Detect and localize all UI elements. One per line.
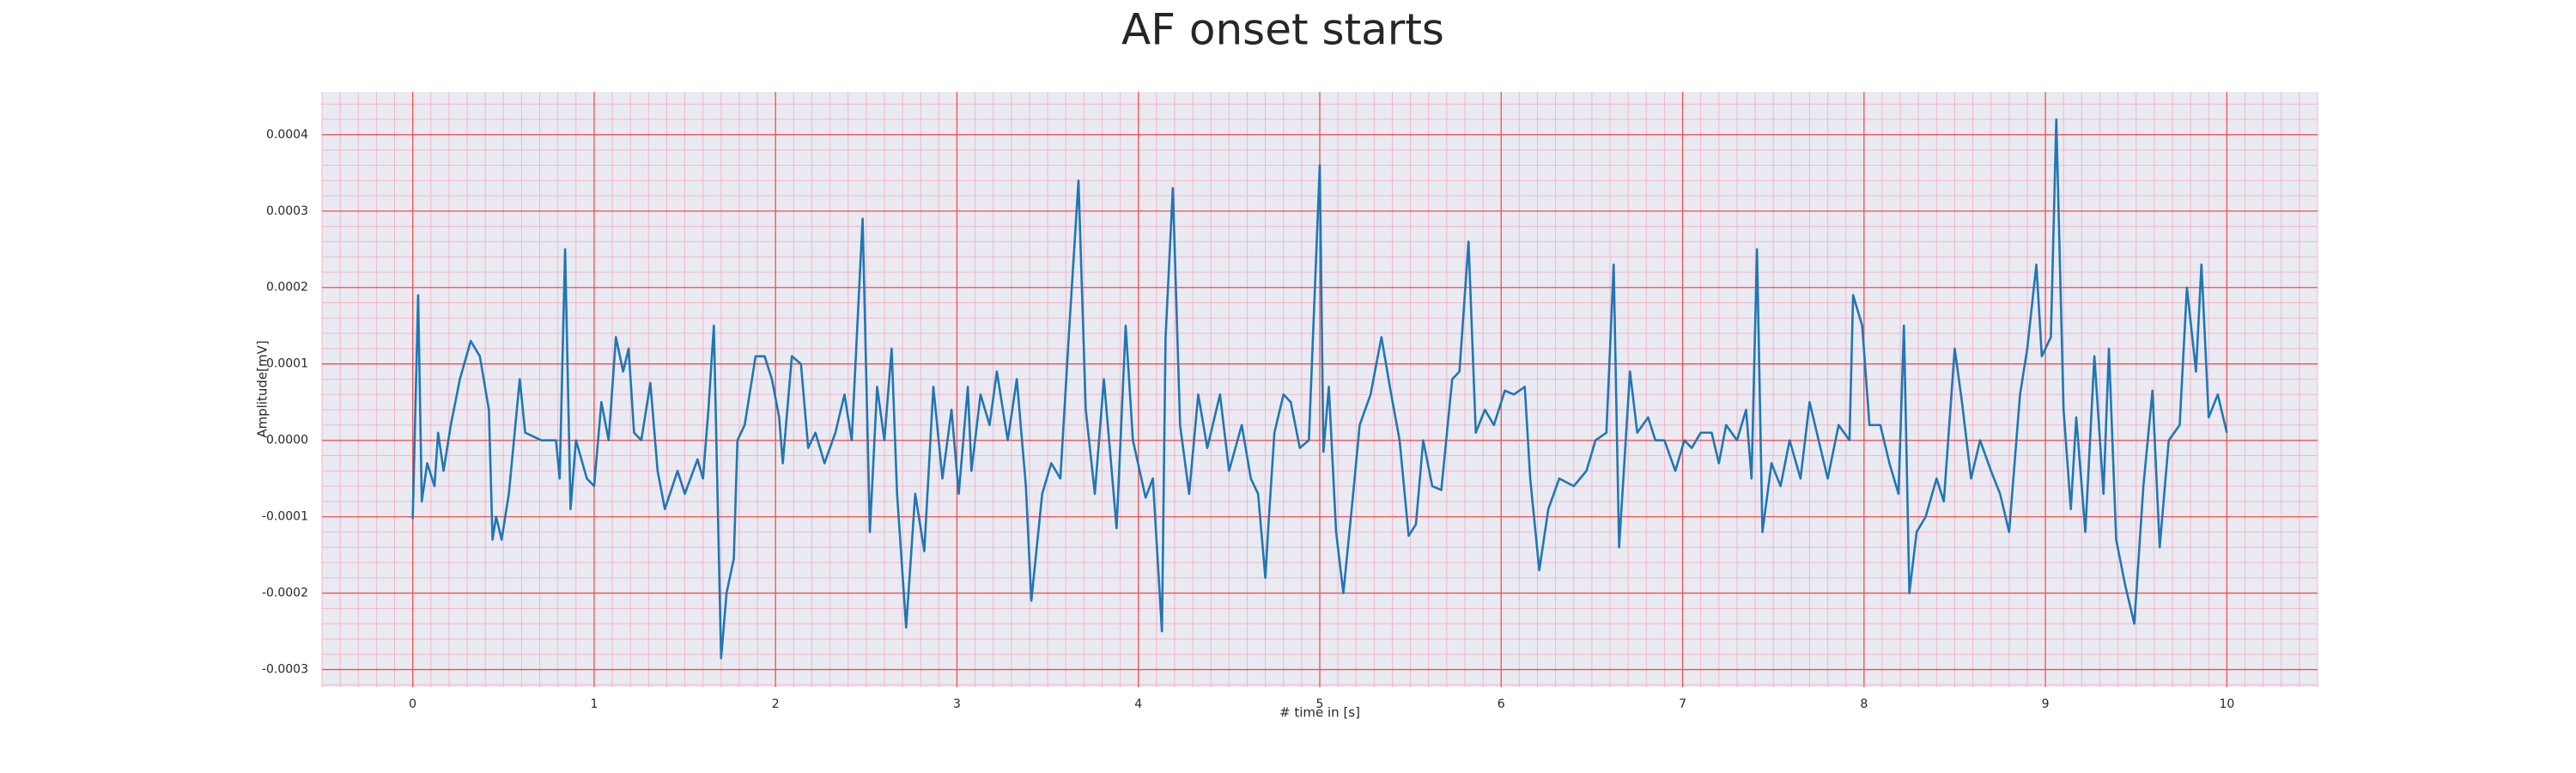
y-tick-label: -0.0001 — [262, 510, 308, 524]
grid — [321, 92, 2318, 687]
x-tick-label: 5 — [1316, 697, 1324, 711]
line — [411, 118, 2228, 660]
x-tick-label: 2 — [772, 697, 780, 711]
x-tick-label: 10 — [2219, 697, 2234, 711]
y-tick-label: 0.0002 — [266, 281, 308, 295]
x-tick-label: 8 — [1860, 697, 1868, 711]
y-tick-label: 0.0004 — [266, 128, 308, 142]
x-tick-label: 9 — [2042, 697, 2050, 711]
x-axis-label: # time in [s] — [1279, 705, 1360, 721]
y-tick-label: -0.0003 — [262, 663, 308, 677]
y-tick-label: 0.0001 — [266, 357, 308, 371]
y-tick-label: 0.0003 — [266, 204, 308, 218]
x-tick-label: 6 — [1498, 697, 1505, 711]
marks — [411, 118, 2228, 660]
x-tick-label: 7 — [1679, 697, 1686, 711]
x-tick-label: 1 — [590, 697, 598, 711]
chart-title: AF onset starts — [1121, 5, 1444, 55]
x-tick-label: 0 — [409, 697, 416, 711]
y-axis-label: Amplitude[mV] — [255, 340, 270, 437]
y-tick-label: 0.0000 — [266, 434, 308, 447]
y-tick-label: -0.0002 — [262, 587, 308, 600]
labels: 0 1 2 3 4 5 6 7 8 9 10 -0.0003 -0.0002 -0.0001 0.0000 0… — [262, 128, 2234, 711]
x-tick-label: 4 — [1134, 697, 1142, 711]
x-tick-label: 3 — [953, 697, 961, 711]
